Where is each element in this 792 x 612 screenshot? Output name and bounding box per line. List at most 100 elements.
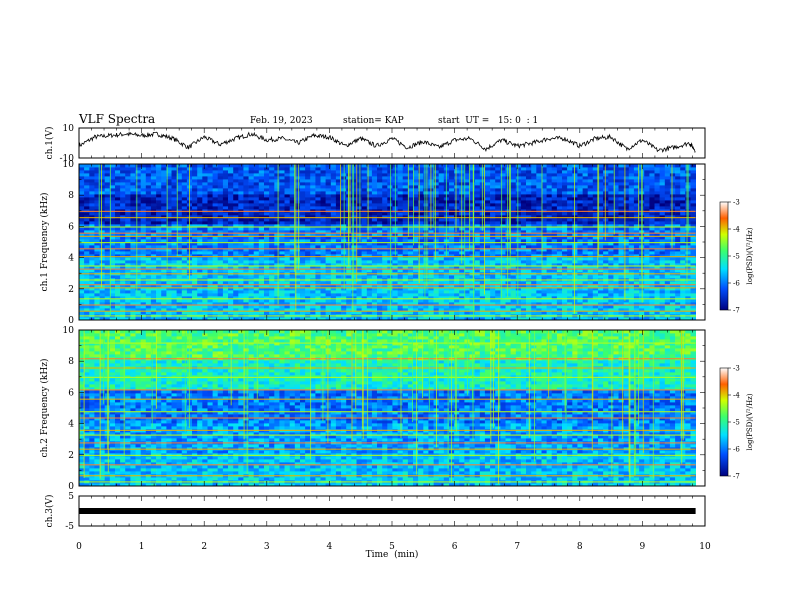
spectrogram-cell [89,299,95,303]
spectrogram-cell [387,308,393,312]
spectrogram-cell [212,269,219,273]
spectrogram-cell [592,290,599,294]
spectrogram-cell [371,239,378,243]
spectrogram-cell [346,290,352,294]
spectrogram-cell [536,275,542,279]
spectrogram-cell [382,311,388,315]
spectrogram-cell [181,290,188,294]
spectrogram-cell [479,254,486,258]
spectrogram-cell [325,260,332,264]
spectrogram-cell [125,212,131,216]
spectrogram-cell [484,305,491,309]
spectrogram-cell [115,263,121,267]
spectrogram-cell [305,221,311,225]
spectrogram-cell [423,248,429,252]
spectrogram-cell [464,302,470,306]
spectrogram-cell [253,263,260,267]
spectrogram-cell [526,212,532,216]
spectrogram-cell [192,296,198,300]
spectrogram-cell [551,311,558,315]
spectrogram-cell [608,221,614,225]
spectrogram-cell [274,251,280,255]
spectrogram-cell [649,245,655,249]
spectrogram-cell [587,248,594,252]
spectrogram-cell [644,305,650,309]
spectrogram-cell [495,281,501,285]
spectrogram-cell [541,299,547,303]
spectrogram-cell [613,266,619,270]
spectrogram-cell [279,275,285,279]
spectrogram-cell [685,299,691,303]
spectrogram-cell [315,257,321,261]
spectrogram-cell [130,266,136,270]
spectrogram-cell [495,275,501,279]
spectrogram-cell [397,257,404,261]
spectrogram-cell [515,200,522,204]
spectrogram-cell [284,248,290,252]
spectrogram-cell [228,311,234,315]
spectrogram-cell [454,317,460,321]
spectrogram-cell [264,200,270,204]
spectrogram-cell [582,269,589,273]
spectrogram-cell [567,287,573,291]
spectrogram-cell [484,203,491,207]
spectrogram-cell [669,206,676,210]
spectrogram-cell [526,299,532,303]
spectrogram-cell [664,311,671,315]
spectrogram-cell [150,293,157,297]
spectrogram-cell [664,299,671,303]
spectrogram-cell [284,266,290,270]
spectrogram-cell [171,287,177,291]
spectrogram-cell [413,251,419,255]
spectrogram-cell [238,287,244,291]
spectrogram-cell [407,317,414,321]
spectrogram-cell [608,254,614,258]
spectrogram-cell [474,218,481,222]
spectrogram-cell [402,290,409,294]
spectrogram-cell [613,305,619,309]
spectrogram-cell [258,275,265,279]
spectrogram-cell [551,317,558,321]
spectrogram-cell [253,275,260,279]
spectrogram-cell [541,305,547,309]
spectrogram-cell [300,254,306,258]
spectrogram-cell [305,308,311,312]
spectrogram-cell [130,218,136,222]
spectrogram-cell [690,263,696,267]
spectrogram-cell [202,257,208,261]
spectrogram-cell [669,317,676,321]
spectrogram-cell [264,254,270,258]
spectrogram-cell [628,248,635,252]
spectrogram-cell [371,302,378,306]
spectrogram-cell [680,293,686,297]
spectrogram-cell [443,296,450,300]
spectrogram-cell [264,248,270,252]
spectrogram-cell [623,257,630,261]
spectrogram-cell [484,254,491,258]
spectrogram-cell [608,200,614,204]
spectrogram-cell [115,239,121,243]
spectrogram-cell [176,305,183,309]
spectrogram-cell [577,200,583,204]
spectrogram-cell [520,299,527,303]
spectrogram-cell [130,254,136,258]
spectrogram-cell [79,197,85,201]
spectrogram-cell [248,260,255,264]
spectrogram-cell [551,263,558,267]
spectrogram-cell [484,275,491,279]
spectrogram-cell [669,296,676,300]
spectrogram-cell [407,305,414,309]
spectrogram-cell [551,242,558,246]
spectrogram-cell [562,206,568,210]
spectrogram-cell [587,200,594,204]
spectrogram-cell [130,281,136,285]
spectrogram-cell [675,197,681,201]
spectrogram-cell [690,311,696,315]
spectrogram-cell [484,221,491,225]
spectrogram-cell [264,293,270,297]
spectrogram-cell [479,284,486,288]
spectrogram-cell [464,221,470,225]
spectrogram-cell [192,239,198,243]
spectrogram-cell [495,290,501,294]
spectrogram-cell [413,260,419,264]
